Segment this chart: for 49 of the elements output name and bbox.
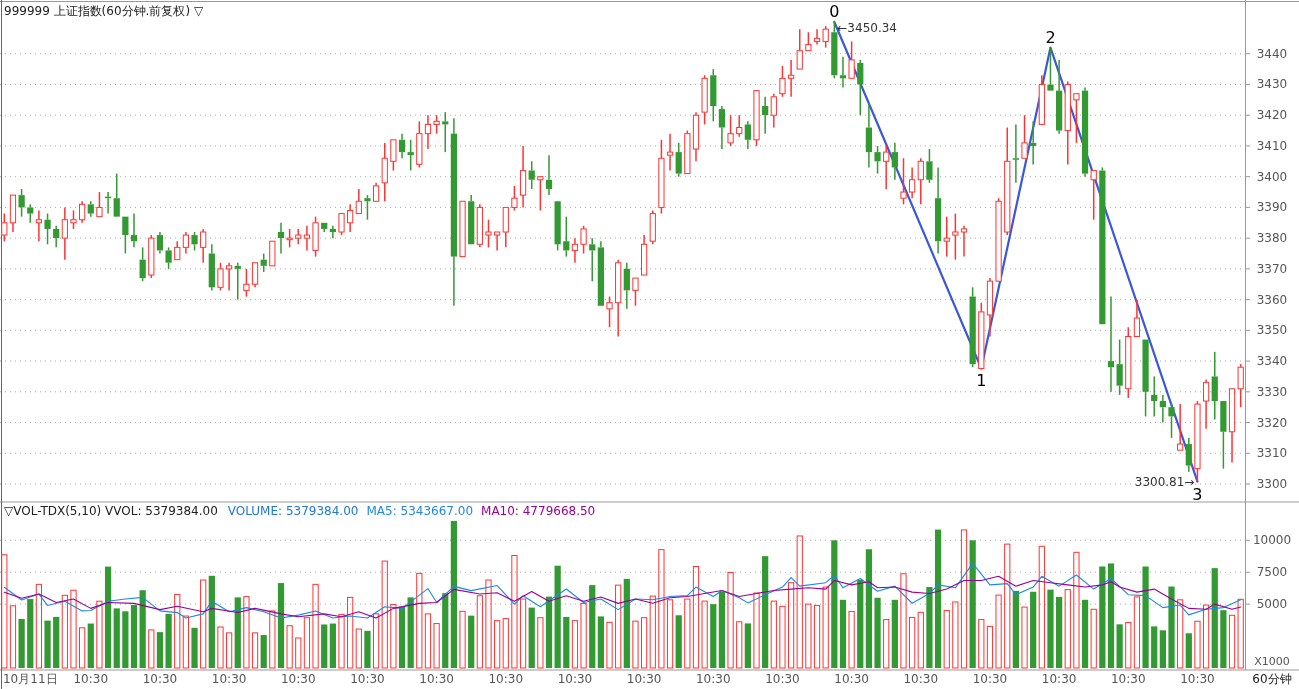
y-tick-label: 3320 — [1256, 415, 1288, 430]
chart-subtitle: VOLUME: 5379384.00 — [227, 504, 359, 518]
x-tick-label: 10:30 — [834, 672, 869, 686]
y-tick-label: 3420 — [1256, 108, 1288, 123]
y-tick-label: 3430 — [1256, 77, 1288, 92]
y-tick-label: 3310 — [1256, 446, 1288, 461]
x-tick-label: 10:30 — [557, 672, 593, 686]
x-tick-label: 10:30 — [280, 672, 316, 686]
x-tick-label: 10:30 — [350, 672, 385, 686]
x-tick-label: 10:30 — [1041, 672, 1077, 686]
y-tick-label: 3440 — [1256, 46, 1288, 61]
chart-title: 999999 上证指数(60分钟.前复权) ▽ — [4, 4, 204, 18]
y-tick-label: 3340 — [1256, 354, 1288, 369]
annotation: 3300.81→ — [1134, 474, 1195, 489]
y-tick-label: 3360 — [1256, 292, 1288, 307]
x-tick-label: 10:30 — [903, 672, 939, 686]
x-tick-label: 10:30 — [765, 672, 800, 686]
y-tick-label: 3400 — [1256, 169, 1288, 184]
annotation: 3 — [1192, 484, 1203, 504]
x-tick-label: 10:30 — [1110, 672, 1146, 686]
x-tick-label: 10月11日 — [2, 672, 58, 686]
y-tick-label: 3330 — [1256, 384, 1288, 399]
x-axis-title: 60分钟 — [1252, 672, 1292, 686]
legend: MA5: 5343667.00 — [366, 504, 474, 518]
x-tick-label: 10:30 — [1180, 672, 1215, 686]
y-tick-label: 3350 — [1256, 323, 1288, 338]
y-tick-label: 5000 — [1256, 597, 1288, 612]
y-tick-label: 10000 — [1252, 533, 1292, 548]
annotation: ←3450.34 — [837, 20, 898, 35]
y-tick-label: 3380 — [1256, 231, 1288, 246]
x-tick-label: 10:30 — [142, 672, 178, 686]
y-tick-label: 3410 — [1256, 138, 1288, 153]
y-tick-label: 3300 — [1256, 477, 1288, 492]
annotation: 0 — [829, 1, 840, 21]
y-tick-label: 7500 — [1256, 565, 1288, 580]
x-tick-label: 10:30 — [488, 672, 524, 686]
legend: MA10: 4779668.50 — [481, 504, 596, 518]
chart-title: ▽VOL-TDX(5,10) VVOL: 5379384.00 — [4, 504, 218, 518]
x-tick-label: 10:30 — [73, 672, 109, 686]
x-tick-label: 10:30 — [695, 672, 731, 686]
x-tick-label: 10:30 — [972, 672, 1008, 686]
x-tick-label: 10:30 — [626, 672, 662, 686]
x-tick-label: 10:30 — [211, 672, 247, 686]
y-axis-title: X1000 — [1254, 655, 1290, 668]
annotation: 2 — [1045, 27, 1056, 47]
y-tick-label: 3390 — [1256, 200, 1288, 215]
x-tick-label: 10:30 — [419, 672, 454, 686]
y-tick-label: 3370 — [1256, 261, 1288, 276]
annotation: 1 — [976, 371, 987, 391]
